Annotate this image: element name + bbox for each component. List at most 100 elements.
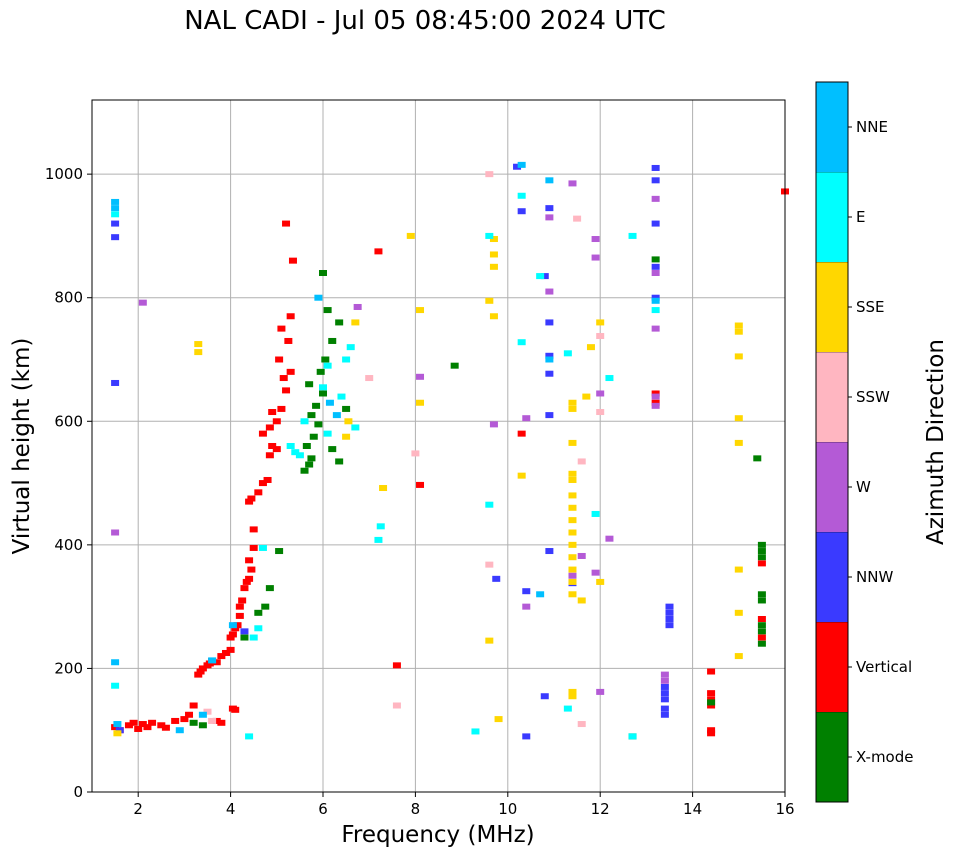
- colorbar-label: Azimuth Direction: [923, 339, 949, 545]
- point-nne: [536, 591, 545, 598]
- colorbar-segment: [816, 352, 848, 442]
- point-w: [591, 236, 600, 243]
- point-vertical: [707, 690, 716, 697]
- point-w: [596, 688, 605, 695]
- point-e: [591, 510, 600, 517]
- point-nne: [545, 177, 554, 184]
- point-ssw: [485, 171, 494, 178]
- point-nnw: [545, 548, 554, 555]
- point-nnw: [492, 575, 501, 582]
- point-nne: [228, 622, 237, 629]
- point-nne: [111, 659, 120, 666]
- point-sse: [568, 399, 577, 406]
- point-x-mode: [757, 640, 766, 647]
- point-nnw: [545, 319, 554, 326]
- point-vertical: [757, 616, 766, 622]
- point-nnw: [660, 683, 669, 690]
- point-e: [323, 362, 332, 369]
- point-nnw: [660, 690, 669, 697]
- point-nnw: [665, 616, 674, 622]
- colorbar-segment: [816, 712, 848, 802]
- point-sse: [489, 251, 498, 258]
- point-vertical: [277, 405, 286, 412]
- x-tick-label: 12: [591, 800, 610, 818]
- point-x-mode: [305, 381, 314, 388]
- point-vertical: [129, 719, 138, 726]
- point-w: [605, 535, 614, 542]
- point-vertical: [707, 730, 716, 737]
- point-vertical: [272, 418, 281, 425]
- y-axis-label: Virtual height (km): [9, 338, 35, 555]
- x-tick-label: 2: [133, 800, 143, 818]
- point-sse: [485, 297, 494, 304]
- point-nnw: [660, 711, 669, 718]
- point-sse: [485, 637, 494, 644]
- point-e: [346, 344, 355, 351]
- point-w: [651, 402, 660, 409]
- point-sse: [734, 439, 743, 446]
- point-sse: [568, 578, 577, 585]
- point-x-mode: [335, 319, 344, 326]
- x-tick-label: 14: [683, 800, 702, 818]
- point-vertical: [757, 560, 766, 567]
- point-sse: [734, 322, 743, 329]
- point-nnw: [651, 294, 660, 301]
- point-vertical: [707, 696, 716, 703]
- point-ssw: [365, 375, 374, 382]
- point-vertical: [138, 721, 147, 728]
- point-x-mode: [328, 446, 337, 453]
- point-vertical: [268, 443, 277, 449]
- point-vertical: [194, 671, 203, 678]
- y-tick-label: 0: [73, 783, 83, 801]
- point-nnw: [651, 220, 660, 227]
- point-x-mode: [305, 461, 314, 468]
- point-vertical: [651, 390, 660, 397]
- point-vertical: [286, 313, 295, 320]
- point-e: [319, 384, 327, 391]
- point-vertical: [254, 489, 263, 496]
- point-sse: [489, 313, 498, 320]
- point-nnw: [522, 733, 531, 740]
- point-e: [286, 443, 295, 449]
- point-vertical: [392, 662, 401, 669]
- point-sse: [568, 688, 577, 695]
- colorbar-category-label: E: [856, 208, 865, 226]
- point-nnw: [660, 705, 669, 712]
- point-ssw: [411, 450, 420, 457]
- point-e: [249, 634, 258, 641]
- point-vertical: [288, 257, 297, 264]
- point-x-mode: [335, 458, 344, 465]
- point-w: [568, 572, 577, 579]
- point-x-mode: [757, 591, 766, 598]
- point-vertical: [272, 446, 281, 453]
- point-w: [489, 421, 498, 428]
- point-sse: [406, 232, 415, 239]
- point-vertical: [157, 722, 166, 729]
- point-e: [254, 625, 263, 632]
- point-sse: [416, 307, 425, 314]
- point-w: [545, 214, 554, 221]
- point-e: [471, 728, 480, 735]
- point-ssw: [596, 409, 605, 416]
- point-x-mode: [757, 628, 766, 635]
- colorbar-category-label: W: [856, 478, 871, 496]
- point-vertical: [651, 399, 660, 406]
- point-nnw: [545, 352, 554, 359]
- point-vertical: [134, 725, 143, 732]
- colorbar-segment: [816, 262, 848, 352]
- point-nnw: [111, 379, 120, 386]
- point-w: [651, 393, 660, 400]
- point-vertical: [517, 430, 526, 437]
- point-sse: [596, 319, 605, 326]
- point-sse: [582, 393, 591, 400]
- point-vertical: [231, 625, 240, 632]
- point-sse: [596, 578, 605, 585]
- point-vertical: [228, 631, 237, 638]
- point-w: [545, 288, 554, 295]
- point-nnw: [115, 727, 124, 734]
- point-nne: [314, 294, 323, 301]
- point-e: [111, 211, 120, 218]
- point-sse: [734, 328, 743, 335]
- point-ssw: [485, 561, 494, 568]
- point-vertical: [265, 424, 274, 431]
